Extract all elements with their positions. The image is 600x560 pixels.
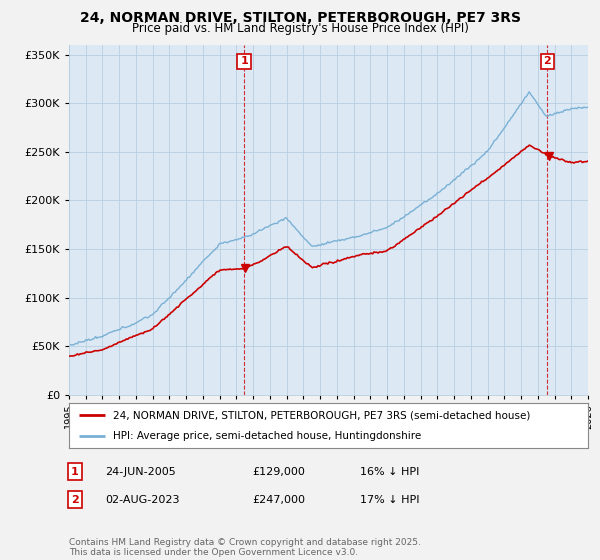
Text: 17% ↓ HPI: 17% ↓ HPI <box>360 494 419 505</box>
Text: £129,000: £129,000 <box>252 466 305 477</box>
Text: 24, NORMAN DRIVE, STILTON, PETERBOROUGH, PE7 3RS (semi-detached house): 24, NORMAN DRIVE, STILTON, PETERBOROUGH,… <box>113 410 530 421</box>
Text: 16% ↓ HPI: 16% ↓ HPI <box>360 466 419 477</box>
Text: 2: 2 <box>544 57 551 66</box>
Text: 1: 1 <box>71 466 79 477</box>
Text: HPI: Average price, semi-detached house, Huntingdonshire: HPI: Average price, semi-detached house,… <box>113 431 421 441</box>
Text: Price paid vs. HM Land Registry's House Price Index (HPI): Price paid vs. HM Land Registry's House … <box>131 22 469 35</box>
Text: £247,000: £247,000 <box>252 494 305 505</box>
Text: 1: 1 <box>240 57 248 66</box>
Text: 24-JUN-2005: 24-JUN-2005 <box>105 466 176 477</box>
Text: Contains HM Land Registry data © Crown copyright and database right 2025.
This d: Contains HM Land Registry data © Crown c… <box>69 538 421 557</box>
Text: 02-AUG-2023: 02-AUG-2023 <box>105 494 179 505</box>
Text: 24, NORMAN DRIVE, STILTON, PETERBOROUGH, PE7 3RS: 24, NORMAN DRIVE, STILTON, PETERBOROUGH,… <box>79 11 521 25</box>
Text: 2: 2 <box>71 494 79 505</box>
